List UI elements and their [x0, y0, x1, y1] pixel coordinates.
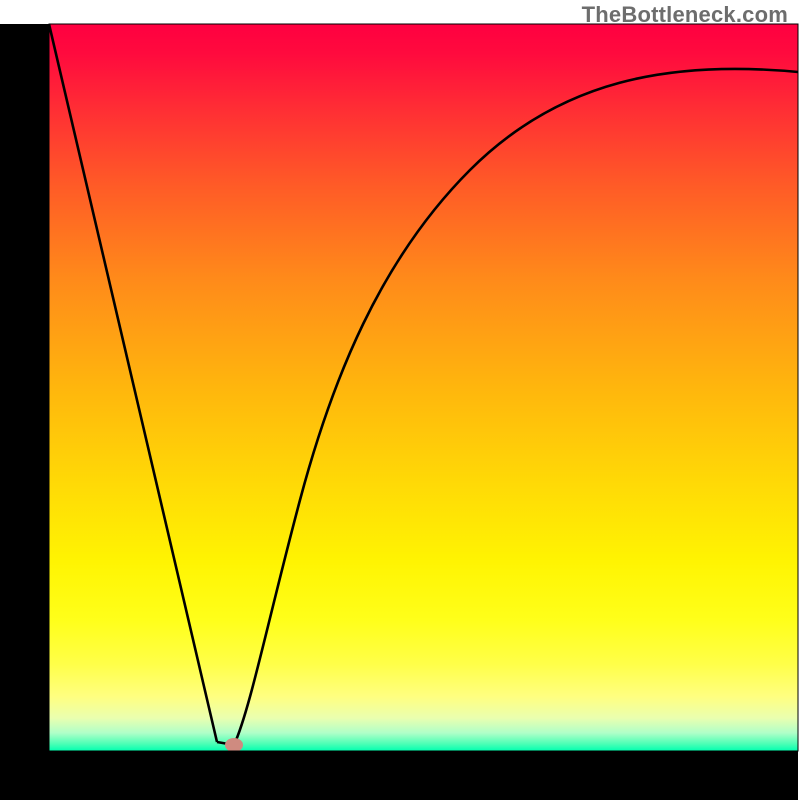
- plot-area: [49, 24, 798, 751]
- chart-container: { "watermark": { "text": "TheBottleneck.…: [0, 0, 800, 800]
- chart-svg: [0, 0, 800, 800]
- watermark-label: TheBottleneck.com: [582, 2, 788, 28]
- min-marker: [225, 738, 243, 752]
